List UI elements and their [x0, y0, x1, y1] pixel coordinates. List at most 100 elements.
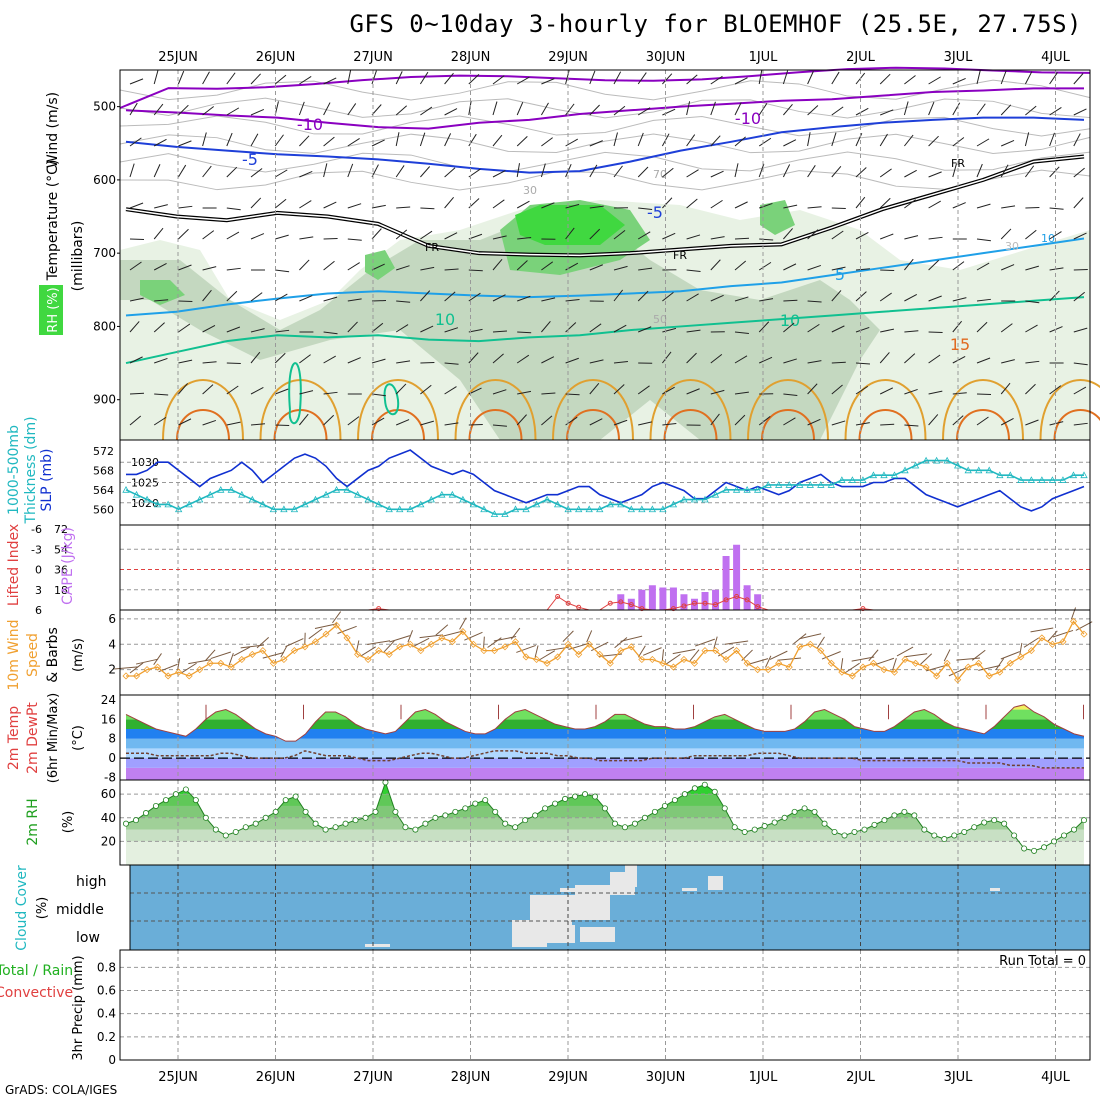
y-tick-label: 0: [108, 1053, 116, 1067]
wind-barb: [855, 107, 869, 116]
wind-barb-10m: [153, 653, 162, 666]
wind-barb: [371, 417, 385, 426]
wind-barb: [734, 102, 742, 116]
wind-barb: [202, 230, 215, 240]
date-label-top: 2JUL: [846, 50, 876, 65]
thickness-marker: [553, 500, 562, 508]
wind-barb: [734, 163, 739, 178]
wind-barb: [274, 198, 287, 209]
temp-contour-warm: [649, 379, 732, 441]
rh-marker: [631, 820, 638, 827]
rh-marker: [292, 793, 299, 800]
rh-contour: [119, 115, 1091, 137]
wind-barb: [831, 290, 842, 302]
wind-barb: [226, 231, 240, 240]
wind-barb: [880, 269, 895, 272]
thickness-marker: [1006, 471, 1014, 479]
li-marker: [618, 599, 624, 605]
wind-barb-10m: [534, 645, 539, 658]
contour-label: 30: [1005, 240, 1019, 253]
rh-marker: [621, 824, 628, 831]
wind-barb: [807, 264, 822, 271]
wind-barb: [202, 266, 217, 271]
wind-barb: [928, 390, 943, 395]
wind-barb: [565, 322, 577, 333]
wind-barb: [347, 262, 360, 271]
wind-barb: [710, 101, 716, 116]
wind-barb: [928, 200, 941, 209]
wind-barb: [129, 137, 142, 147]
rh-marker: [172, 791, 179, 798]
wind-barb-10m: [188, 659, 212, 665]
wind-barb: [516, 76, 530, 85]
wind-barb: [468, 101, 472, 116]
wind-barb: [323, 355, 336, 364]
wind-barb-10m: [129, 662, 144, 674]
wind-barb: [517, 390, 532, 395]
wind-barb-10m: [135, 658, 159, 665]
axis-label-thickness: Thickness (dm): [23, 416, 39, 524]
axis-label-3hr-precip: 3hr Precip (mm): [71, 955, 86, 1060]
wind-speed-marker: [901, 655, 909, 664]
wind-barb: [638, 421, 652, 426]
rh-contour: [119, 133, 1091, 155]
wind-barb: [613, 165, 623, 178]
cloud-cell: [560, 888, 635, 892]
wind-barb: [783, 299, 798, 302]
wind-barb: [153, 138, 167, 147]
thickness-marker: [911, 461, 920, 469]
axis-label-speed: Speed: [25, 633, 41, 677]
wind-barb-10m: [851, 656, 875, 662]
wind-barb: [371, 263, 385, 271]
wind-barb: [807, 323, 820, 333]
wind-barb-10m: [666, 653, 681, 665]
wind-barb: [952, 261, 965, 271]
rh-marker: [751, 826, 758, 833]
rh-shading: [760, 200, 795, 235]
wind-barb: [710, 199, 723, 209]
wind-barb-10m: [332, 611, 342, 624]
wind-barb: [371, 228, 382, 240]
cape-bar: [659, 587, 667, 610]
thickness-marker: [975, 466, 983, 474]
wind-barb: [420, 266, 435, 271]
thickness-marker: [869, 471, 878, 479]
wind-barb: [250, 351, 261, 364]
y-tick-label: 900: [93, 393, 116, 407]
wind-barb-10m: [672, 648, 696, 655]
wind-barb: [976, 393, 992, 396]
wind-barb: [904, 294, 918, 302]
wind-barb-10m: [280, 645, 288, 658]
wind-barb: [492, 258, 503, 271]
wind-speed-marker: [617, 647, 625, 655]
rh-marker: [931, 832, 938, 839]
wind-barb: [879, 352, 890, 364]
temp-contour-teal-loop: [288, 362, 302, 425]
rh-band: [126, 829, 1084, 842]
wind-barb-10m: [285, 638, 304, 648]
wind-speed-marker: [522, 653, 530, 661]
wind-barb: [396, 300, 411, 303]
wind-barb: [1049, 132, 1055, 147]
wind-speed-marker: [659, 659, 667, 667]
wind-barb: [662, 327, 677, 333]
y-tick-label: 564: [93, 484, 114, 497]
wind-barb: [129, 78, 144, 85]
wind-barb-10m: [459, 617, 467, 630]
wind-barb-10m: [769, 650, 788, 660]
temp-contour-warm: [747, 379, 829, 441]
wind-barb: [1073, 197, 1084, 209]
rh-marker: [382, 779, 389, 786]
thickness-marker: [174, 505, 183, 513]
wind-barb: [662, 386, 675, 395]
wind-speed-marker: [996, 668, 1004, 676]
wind-barb: [686, 101, 691, 116]
rh-marker: [572, 793, 579, 800]
wind-barb: [613, 105, 626, 116]
wind-barb: [323, 296, 338, 302]
thickness-marker: [732, 485, 741, 493]
wind-barb: [1001, 139, 1015, 147]
freezing-line-core: [125, 155, 1085, 257]
wind-barb: [153, 263, 167, 271]
wind-barb: [420, 325, 434, 333]
